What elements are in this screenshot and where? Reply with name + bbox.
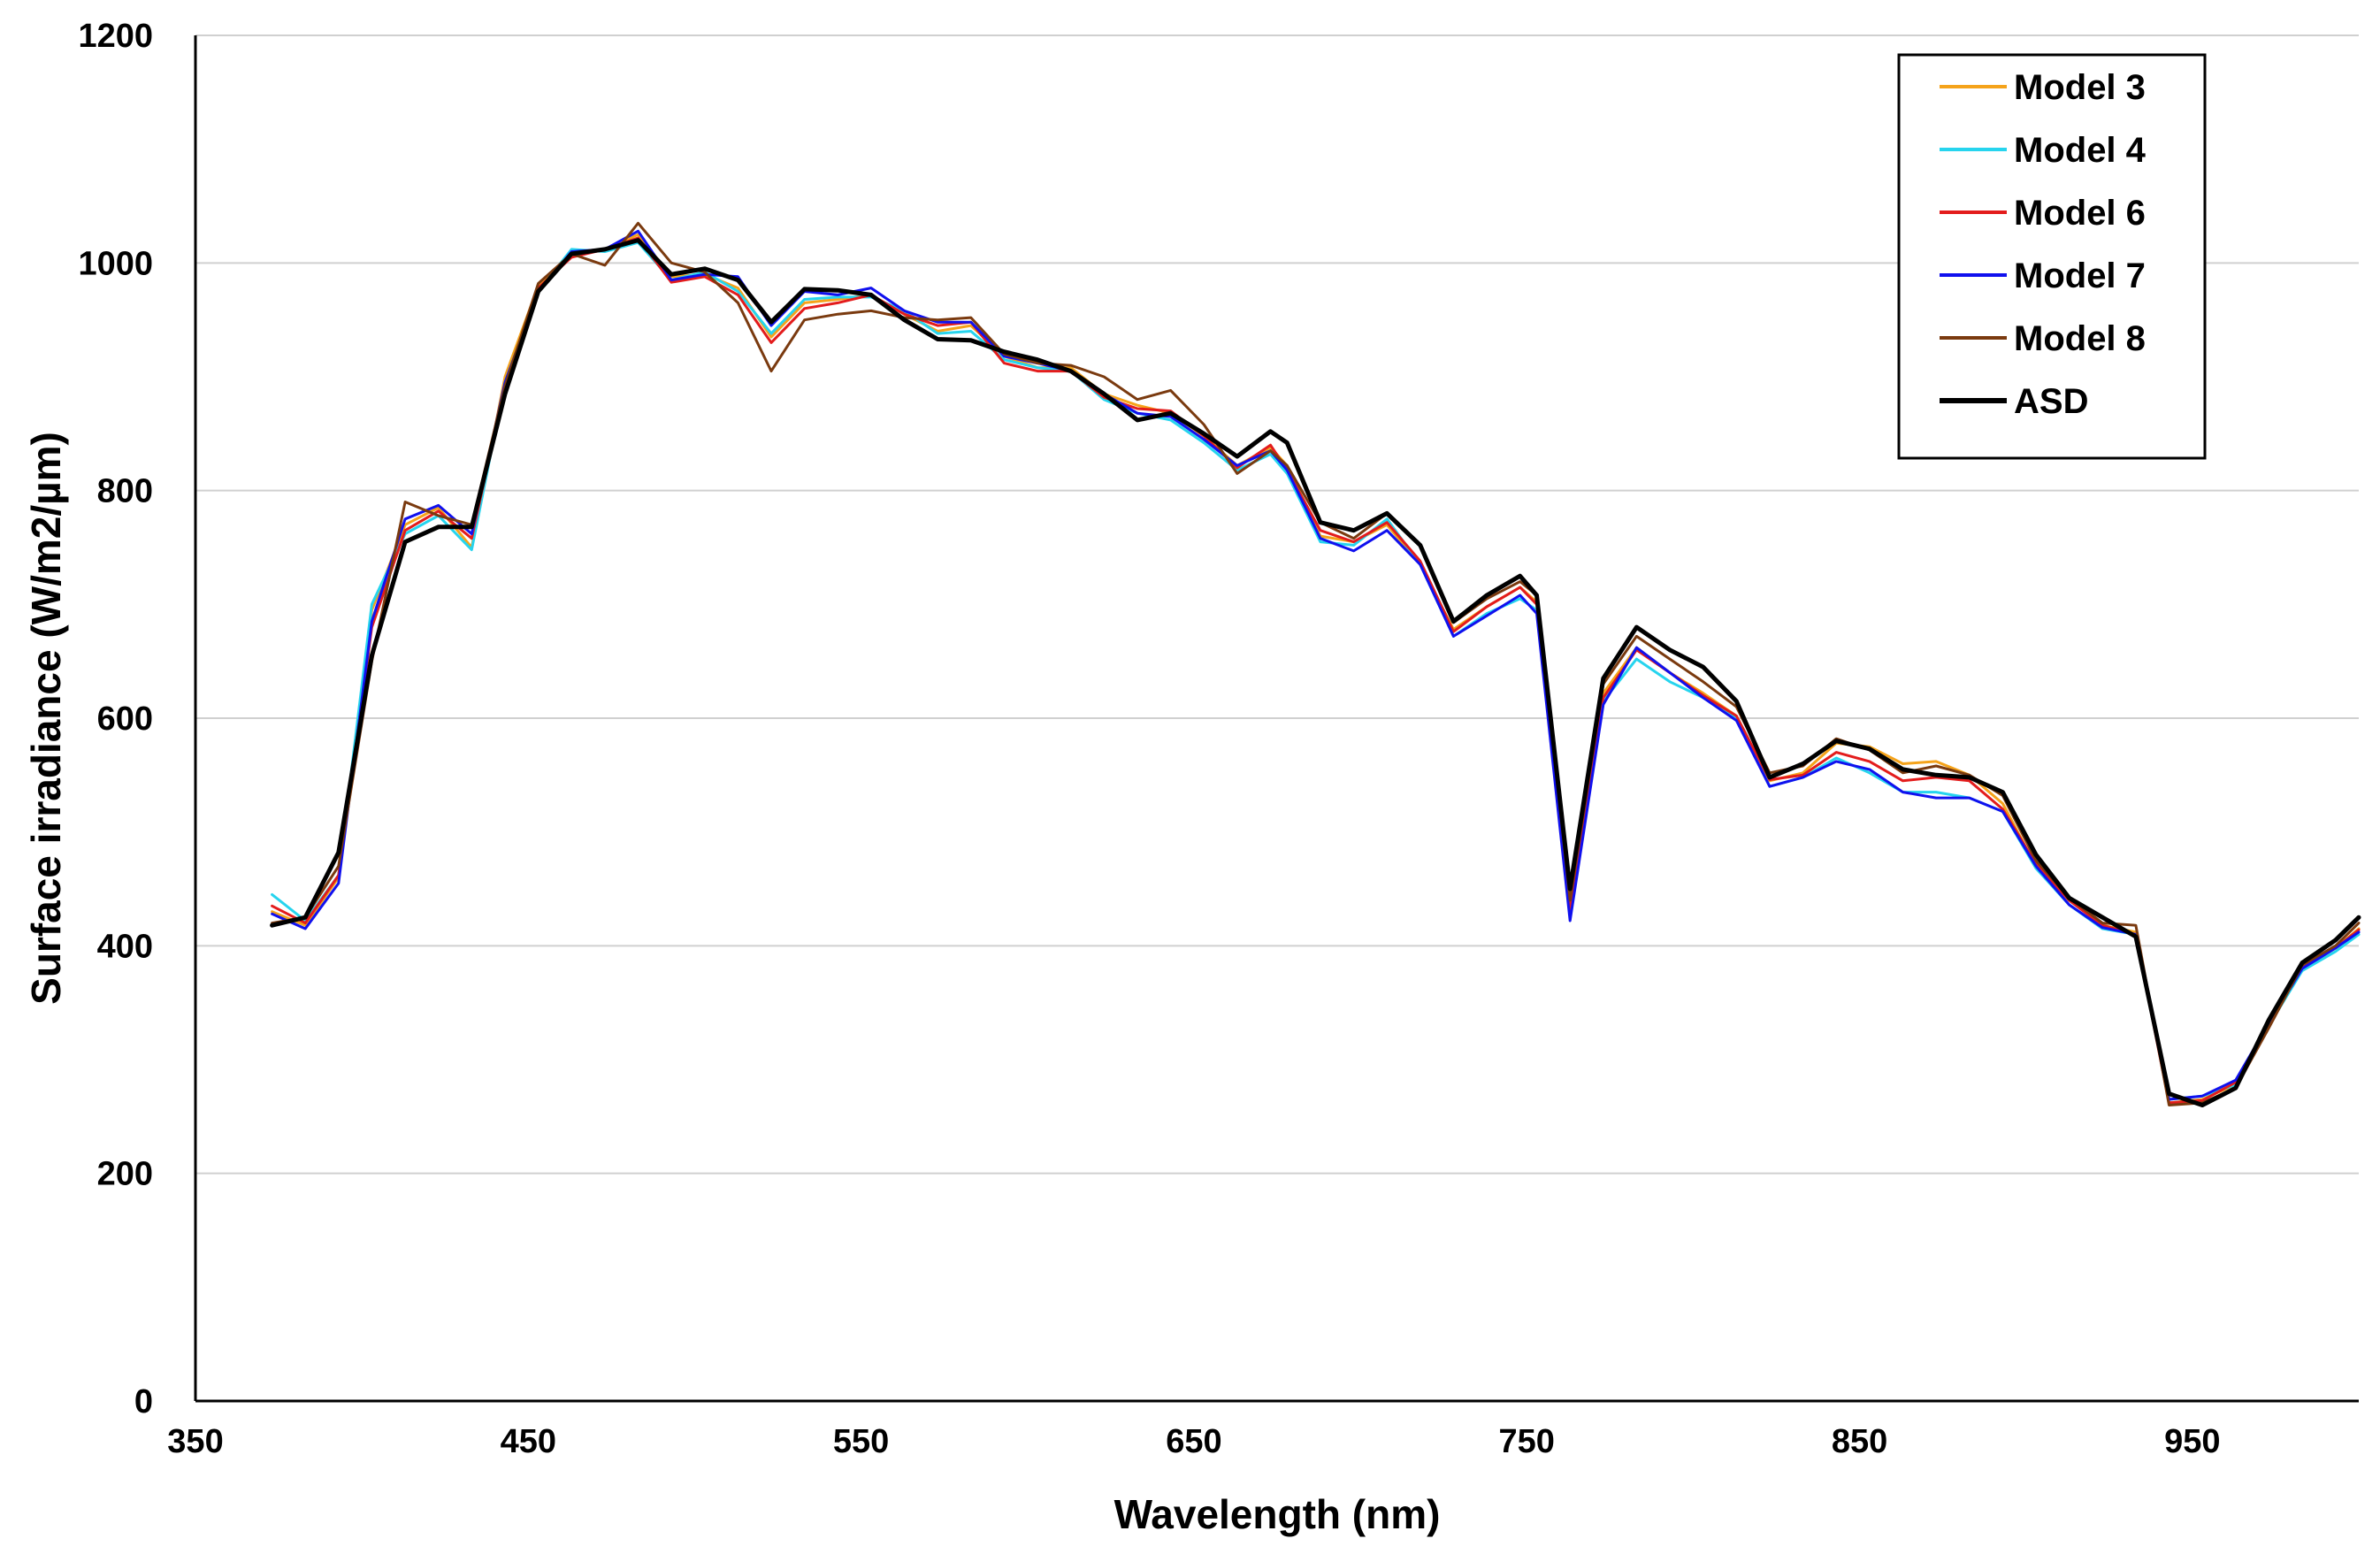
- y-axis-title: Surface irradiance (W/m2/µm): [23, 432, 69, 1005]
- legend-box: [1897, 53, 2207, 460]
- series-line-asd: [270, 238, 2361, 1107]
- x-tick-label: 450: [501, 1423, 556, 1460]
- x-tick-label: 350: [167, 1423, 223, 1460]
- y-tick-label: 1000: [78, 245, 153, 282]
- legend-label: Model 6: [2014, 194, 2146, 233]
- legend-label: Model 8: [2014, 319, 2146, 358]
- y-tick-label: 200: [97, 1156, 153, 1193]
- series-lines: [270, 221, 2361, 1107]
- y-tick-label: 1200: [78, 18, 153, 55]
- y-tick-label: 400: [97, 928, 153, 965]
- y-tick-label: 600: [97, 700, 153, 738]
- x-tick-label: 750: [1499, 1423, 1555, 1460]
- gridlines: [195, 34, 2359, 1175]
- x-tick-label: 950: [2164, 1423, 2220, 1460]
- x-tick-label: 650: [1166, 1423, 1221, 1460]
- legend: Model 3 Model 4 Model 6 Model 7 Model 8 ASD: [1897, 53, 2207, 460]
- axes: [194, 35, 2359, 1403]
- tick-labels: 0 200 400 600 800 1000 1200 350 450 550 650 750 850 9…: [78, 18, 2220, 1460]
- x-tick-label: 550: [833, 1423, 889, 1460]
- x-axis-title: Wavelength (nm): [1114, 1491, 1441, 1537]
- y-tick-label: 800: [97, 473, 153, 510]
- legend-label: Model 3: [2014, 68, 2146, 107]
- legend-label: Model 7: [2014, 256, 2146, 295]
- legend-label: Model 4: [2014, 131, 2147, 170]
- legend-label: ASD: [2014, 382, 2088, 421]
- x-tick-label: 850: [1832, 1423, 1887, 1460]
- y-tick-label: 0: [134, 1383, 153, 1420]
